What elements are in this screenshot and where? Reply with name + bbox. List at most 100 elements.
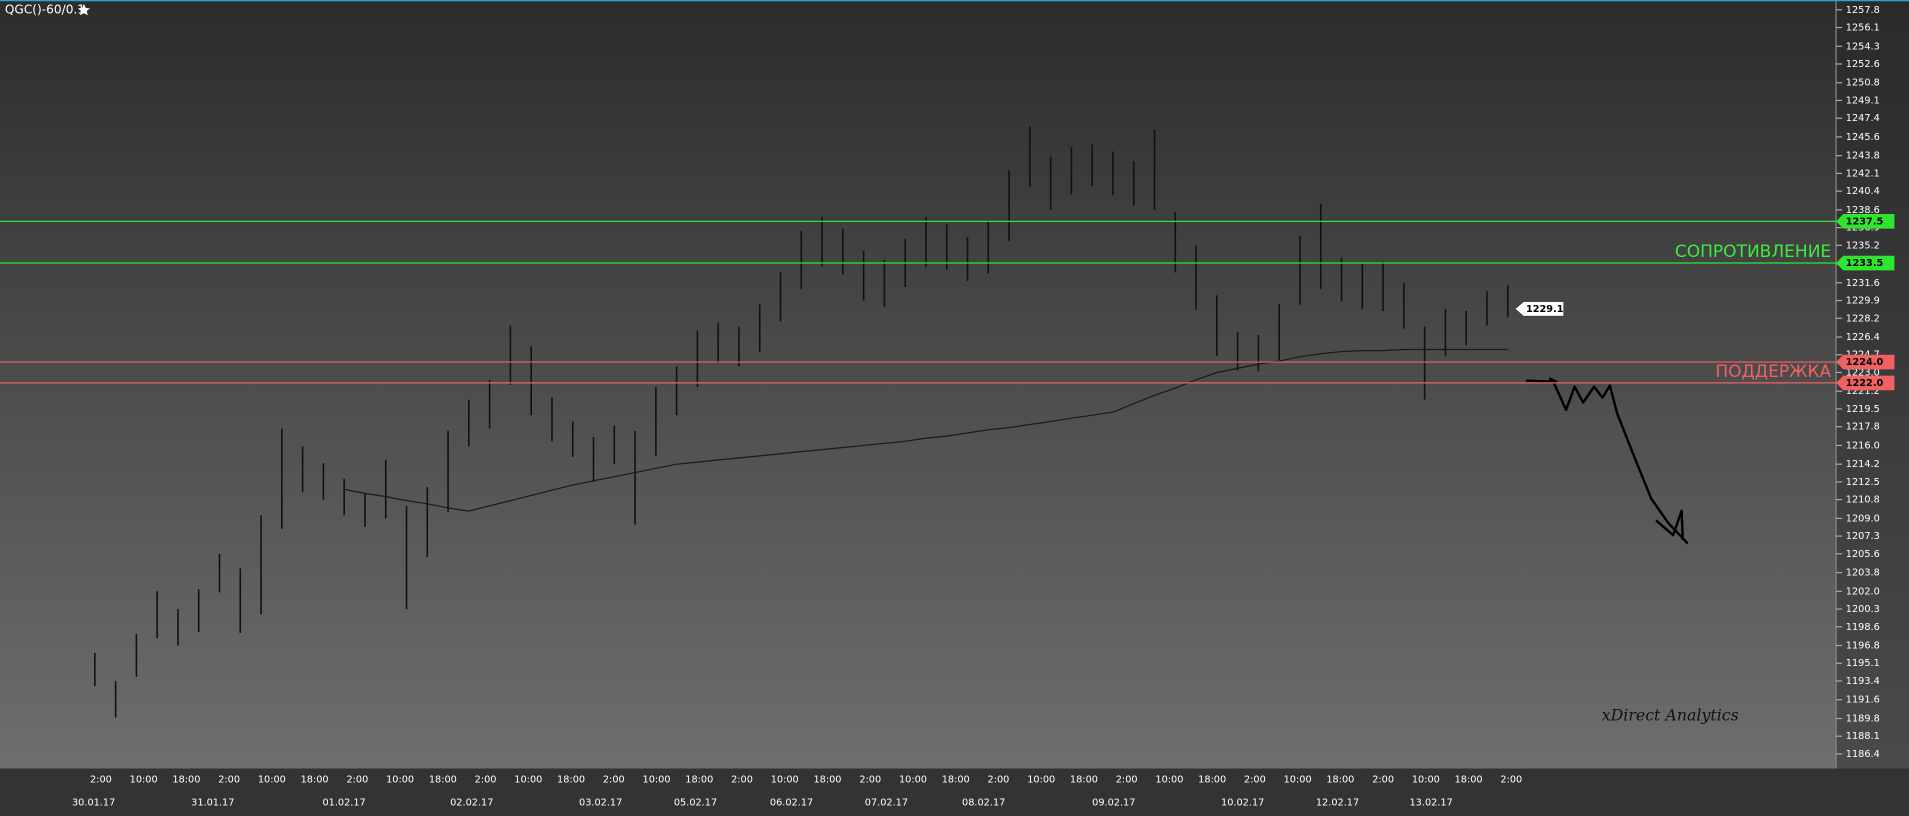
y-tick-label: 1245.6 xyxy=(1846,132,1880,143)
y-tick-label: 1198.6 xyxy=(1846,622,1880,633)
level-label: 1233.5 xyxy=(1846,258,1884,269)
y-tick-label: 1256.1 xyxy=(1846,23,1880,34)
x-tick-label: 2:00 xyxy=(90,774,112,785)
date-label: 05.02.17 xyxy=(674,798,717,809)
last-price-label: 1229.1 xyxy=(1526,304,1564,315)
x-tick-label: 10:00 xyxy=(643,774,671,785)
plot-background xyxy=(0,0,1837,769)
x-tick-label: 18:00 xyxy=(172,774,200,785)
x-tick-label: 2:00 xyxy=(1500,774,1522,785)
x-tick-label: 2:00 xyxy=(1244,774,1266,785)
level-label: 1224.0 xyxy=(1846,357,1884,368)
date-label: 08.02.17 xyxy=(962,798,1005,809)
date-label: 01.02.17 xyxy=(322,798,365,809)
y-tick-label: 1226.4 xyxy=(1846,332,1880,343)
level-marker xyxy=(1836,255,1895,271)
y-tick-label: 1242.1 xyxy=(1846,168,1880,179)
date-label: 13.02.17 xyxy=(1410,798,1453,809)
x-tick-label: 2:00 xyxy=(1116,774,1138,785)
x-tick-label: 10:00 xyxy=(514,774,542,785)
y-tick-label: 1203.8 xyxy=(1846,568,1880,579)
x-tick-label: 18:00 xyxy=(557,774,585,785)
date-label: 03.02.17 xyxy=(579,798,622,809)
x-tick-label: 18:00 xyxy=(942,774,970,785)
x-tick-label: 2:00 xyxy=(859,774,881,785)
y-tick-label: 1207.3 xyxy=(1846,531,1880,542)
y-tick-label: 1243.8 xyxy=(1846,151,1880,162)
x-tick-label: 18:00 xyxy=(301,774,329,785)
y-tick-label: 1202.0 xyxy=(1846,586,1880,597)
annotation: ПОДДЕРЖКА xyxy=(1715,362,1831,382)
y-tick-label: 1231.6 xyxy=(1846,278,1880,289)
date-label: 07.02.17 xyxy=(865,798,908,809)
x-tick-label: 10:00 xyxy=(1027,774,1055,785)
y-tick-label: 1209.0 xyxy=(1846,513,1880,524)
x-tick-label: 10:00 xyxy=(258,774,286,785)
x-tick-label: 18:00 xyxy=(813,774,841,785)
x-tick-label: 18:00 xyxy=(685,774,713,785)
level-marker xyxy=(1836,354,1895,370)
y-tick-label: 1229.9 xyxy=(1846,296,1880,307)
y-tick-label: 1216.0 xyxy=(1846,440,1880,451)
y-tick-label: 1191.6 xyxy=(1846,695,1880,706)
chart-title: QGC()-60/0.1 xyxy=(5,2,85,16)
x-tick-label: 10:00 xyxy=(386,774,414,785)
date-label: 30.01.17 xyxy=(72,798,115,809)
x-tick-label: 10:00 xyxy=(1412,774,1440,785)
favorite-star[interactable] xyxy=(77,3,90,16)
moving-average xyxy=(344,348,1508,512)
x-tick-label: 2:00 xyxy=(218,774,240,785)
y-tick-label: 1221.2 xyxy=(1846,386,1880,397)
y-tick-label: 1200.3 xyxy=(1846,604,1880,615)
x-tick-label: 10:00 xyxy=(130,774,158,785)
level-marker xyxy=(1836,214,1895,229)
y-tick-label: 1219.5 xyxy=(1846,404,1880,415)
y-tick-label: 1189.8 xyxy=(1846,713,1880,724)
marks xyxy=(94,126,1509,718)
x-tick-label: 2:00 xyxy=(603,774,625,785)
x-tick-label: 2:00 xyxy=(1372,774,1394,785)
x-tick-label: 10:00 xyxy=(771,774,799,785)
x-tick-label: 18:00 xyxy=(1070,774,1098,785)
y-tick-label: 1193.4 xyxy=(1846,676,1880,687)
y-tick-label: 1252.6 xyxy=(1846,59,1880,70)
x-tick-label: 18:00 xyxy=(429,774,457,785)
y-tick-label: 1195.1 xyxy=(1846,658,1880,669)
y-tick-label: 1228.2 xyxy=(1846,313,1880,324)
date-label: 02.02.17 xyxy=(450,798,493,809)
x-tick-label: 18:00 xyxy=(1326,774,1354,785)
x-tick-label: 2:00 xyxy=(475,774,497,785)
y-tick-label: 1247.4 xyxy=(1846,113,1880,124)
y-tick-label: 1196.8 xyxy=(1846,641,1880,652)
level-label: 1237.5 xyxy=(1846,216,1884,227)
date-label: 12.02.17 xyxy=(1316,798,1359,809)
x-tick-label: 2:00 xyxy=(988,774,1010,785)
y-tick-label: 1212.5 xyxy=(1846,477,1880,488)
y-tick-label: 1257.8 xyxy=(1846,5,1880,16)
x-tick-label: 18:00 xyxy=(1198,774,1226,785)
forecast-arrow xyxy=(1525,377,1689,545)
y-tick-label: 1186.4 xyxy=(1846,749,1880,760)
date-label: 06.02.17 xyxy=(770,798,813,809)
watermark: xDirect Analytics xyxy=(1602,706,1739,725)
annotation: СОПРОТИВЛЕНИЕ xyxy=(1675,242,1831,262)
x-tick-label: 10:00 xyxy=(899,774,927,785)
y-tick-label: 1205.6 xyxy=(1846,549,1880,560)
y-tick-label: 1254.3 xyxy=(1846,41,1880,52)
y-tick-label: 1250.8 xyxy=(1846,78,1880,89)
date-label: 10.02.17 xyxy=(1221,798,1264,809)
last-price-marker xyxy=(1514,301,1564,317)
y-tick-label: 1217.8 xyxy=(1846,422,1880,433)
y-tick-label: 1249.1 xyxy=(1846,95,1880,106)
y-tick-label: 1240.4 xyxy=(1846,186,1880,197)
y-tick-label: 1223.0 xyxy=(1846,367,1880,378)
level-label: 1222.0 xyxy=(1846,378,1884,389)
x-tick-label: 10:00 xyxy=(1155,774,1183,785)
x-tick-label: 2:00 xyxy=(346,774,368,785)
x-tick-label: 18:00 xyxy=(1455,774,1483,785)
y-tick-label: 1238.6 xyxy=(1846,205,1880,216)
y-tick-label: 1188.1 xyxy=(1846,731,1880,742)
date-label: 31.01.17 xyxy=(191,798,234,809)
